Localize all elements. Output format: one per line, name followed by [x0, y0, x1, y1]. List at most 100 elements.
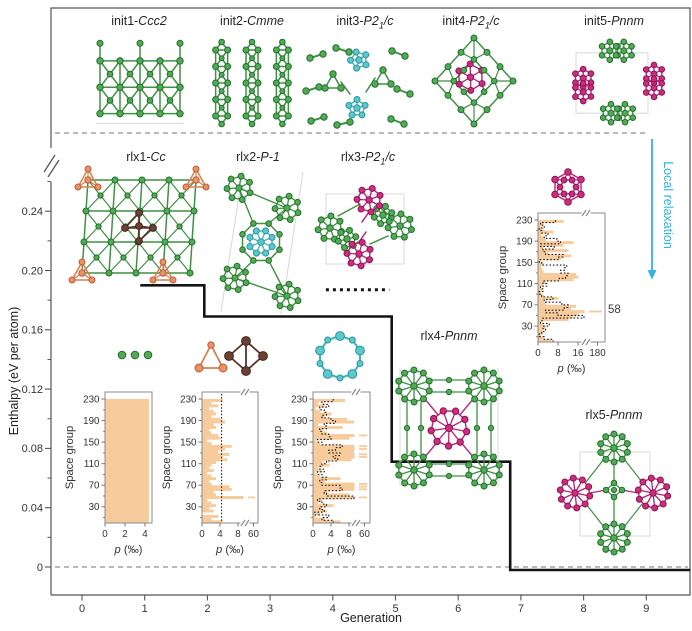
structure-label-rlx5: rlx5-Pnnm [585, 408, 643, 422]
svg-text:190: 190 [180, 416, 197, 427]
structure-rlx1 [68, 165, 210, 284]
svg-text:p (‰): p (‰) [327, 544, 356, 556]
svg-text:16: 16 [573, 348, 584, 359]
svg-text:Space group: Space group [272, 426, 284, 489]
svg-text:Space group: Space group [64, 426, 76, 489]
svg-text:p (‰): p (‰) [215, 544, 244, 556]
svg-text:0: 0 [199, 529, 205, 540]
svg-text:150: 150 [83, 438, 100, 449]
axes: 0 0.04 0.08 0.12 0.16 0.20 0.24 0 1 2 3 4 5 6 7 8 9 [22, 7, 691, 615]
svg-text:30: 30 [89, 502, 100, 513]
structure-tetramer [224, 336, 268, 376]
svg-text:70: 70 [186, 481, 197, 492]
structure-init2 [212, 38, 292, 128]
svg-text:0: 0 [310, 529, 316, 540]
svg-text:0.12: 0.12 [22, 384, 43, 396]
structure-rlx3 [314, 184, 415, 270]
svg-text:230: 230 [180, 394, 197, 405]
svg-text:230: 230 [516, 215, 533, 226]
svg-text:110: 110 [292, 459, 308, 470]
histogram-hist-gen4: 30 70 110 150 190 230 0 4 8 60 Space group p (‰) [272, 388, 371, 556]
structure-rlx5 [556, 430, 672, 556]
svg-text:6: 6 [455, 603, 461, 615]
svg-text:1: 1 [142, 603, 148, 615]
svg-text:180: 180 [589, 348, 606, 359]
svg-text:0: 0 [79, 603, 85, 615]
structure-init3 [302, 44, 414, 129]
structure-label-rlx1: rlx1-Cc [126, 150, 166, 164]
structure-label-init3: init3-P21/c [336, 14, 394, 31]
svg-text:Space group: Space group [497, 246, 509, 309]
svg-text:3: 3 [267, 603, 273, 615]
svg-text:p (‰): p (‰) [557, 363, 586, 375]
svg-text:2: 2 [204, 603, 210, 615]
svg-text:230: 230 [291, 394, 308, 405]
structure-trimer [194, 341, 228, 373]
structure-label-rlx4: rlx4-Pnnm [420, 329, 478, 343]
structure-label-rlx2: rlx2-P-1 [236, 150, 280, 164]
svg-text:110: 110 [181, 459, 197, 470]
svg-text:4: 4 [217, 529, 223, 540]
histogram-hist-gen7: 30 70 110 150 190 230 0 8 16 180 Space group p (‰) [497, 209, 606, 375]
structure-init1 [96, 39, 184, 124]
svg-text:150: 150 [291, 438, 308, 449]
svg-text:70: 70 [89, 481, 100, 492]
svg-text:150: 150 [516, 258, 533, 269]
y-axis-title: Enthalpy (eV per atom) [7, 306, 21, 436]
structure-rlx4 [395, 366, 503, 490]
structure-label-rlx3: rlx3-P21/c [340, 150, 396, 167]
svg-text:150: 150 [180, 438, 197, 449]
structure-init4 [431, 34, 517, 128]
svg-text:190: 190 [83, 416, 100, 427]
svg-text:Space group: Space group [161, 426, 173, 489]
staircase-line [140, 283, 691, 572]
svg-text:4: 4 [330, 603, 336, 615]
svg-text:0: 0 [37, 562, 43, 574]
svg-text:4: 4 [142, 529, 148, 540]
svg-text:190: 190 [516, 237, 533, 248]
svg-text:110: 110 [517, 279, 533, 290]
svg-text:30: 30 [186, 502, 197, 513]
svg-text:70: 70 [297, 481, 308, 492]
svg-text:5: 5 [392, 603, 398, 615]
local-relaxation-label: Local relaxation [661, 161, 675, 249]
svg-text:190: 190 [291, 416, 308, 427]
svg-text:0.04: 0.04 [22, 503, 43, 515]
structure-rlx2 [219, 169, 304, 315]
structure-icosahedron [551, 168, 585, 206]
structure-monomers [117, 350, 153, 360]
svg-text:0.08: 0.08 [22, 443, 43, 455]
structure-label-init2: init2-Cmme [220, 14, 284, 28]
svg-text:0: 0 [102, 529, 108, 540]
dashed-reference-lines [55, 132, 688, 568]
structure-label-init1: init1-Ccc2 [111, 14, 167, 28]
structure-label-init4: init4-P21/c [442, 14, 500, 31]
svg-text:230: 230 [83, 394, 100, 405]
svg-text:110: 110 [84, 459, 100, 470]
svg-text:8: 8 [346, 529, 352, 540]
structure-init5 [572, 38, 666, 126]
svg-text:30: 30 [522, 321, 533, 332]
structure-label-init5: init5-Pnnm [584, 14, 644, 28]
svg-text:0.24: 0.24 [22, 206, 43, 218]
structure-octaring [315, 331, 365, 382]
histogram-hist-gen2: 30 70 110 150 190 230 0 4 8 60 Space group p (‰) [161, 388, 259, 556]
svg-text:60: 60 [248, 529, 259, 540]
svg-text:0.16: 0.16 [22, 325, 43, 337]
x-axis-title: Generation [340, 611, 402, 625]
svg-text:9: 9 [643, 603, 649, 615]
svg-text:60: 60 [359, 529, 370, 540]
svg-text:70: 70 [522, 300, 533, 311]
svg-text:0.20: 0.20 [22, 265, 43, 277]
svg-text:p (‰): p (‰) [114, 544, 143, 556]
svg-text:2: 2 [122, 529, 127, 540]
svg-text:0: 0 [535, 348, 541, 359]
svg-text:8: 8 [581, 603, 587, 615]
svg-text:8: 8 [235, 529, 241, 540]
svg-text:4: 4 [328, 529, 334, 540]
histogram-hist-gen1: 30 70 110 150 190 230 0 2 4 Space group p (‰) [64, 391, 153, 556]
space-group-58-callout: 58 [608, 304, 621, 316]
svg-text:30: 30 [297, 502, 308, 513]
svg-text:8: 8 [555, 348, 561, 359]
